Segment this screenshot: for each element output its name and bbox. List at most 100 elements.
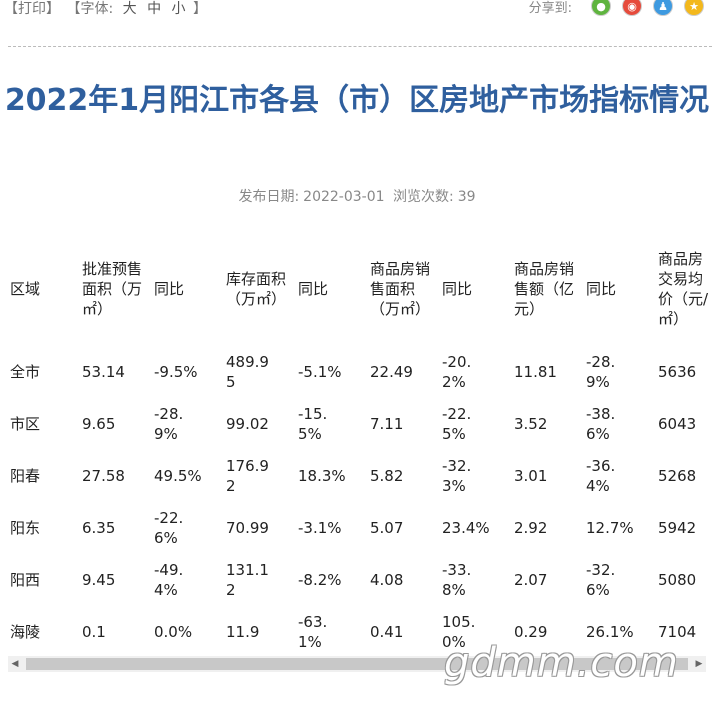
- table-cell: 4.08: [370, 571, 404, 589]
- table-row: 全市 53.14 -9.5% 489.95 -5.1% 22.49 -20.2% 11.81 -…: [0, 346, 714, 398]
- font-size-close: 】: [192, 1, 207, 17]
- table-cell: 99.02: [226, 415, 269, 433]
- table-cell: -32.6%: [586, 561, 616, 599]
- article-title: 2022年1月阳江市各县（市）区房地产市场指标情况: [4, 83, 710, 118]
- table-cell: 6043: [658, 415, 697, 433]
- table-cell: 18.3%: [298, 467, 346, 485]
- table-header-cell: 区域: [10, 280, 41, 298]
- data-table: 区域 批准预售面积（万㎡） 同比 库存面积（万㎡） 同比 商品房销售面积（万㎡） 同比 商品房…: [0, 232, 714, 658]
- table-header-cell: 同比: [298, 280, 329, 298]
- horizontal-scrollbar[interactable]: ◀ ▶: [8, 656, 706, 672]
- table-cell: -28.9%: [154, 405, 184, 443]
- table-header-cell: 同比: [154, 280, 185, 298]
- table-cell: 5.82: [370, 467, 404, 485]
- table-row: 阳东 6.35 -22.6% 70.99 -3.1% 5.07 23.4% 2.92 12.7%…: [0, 502, 714, 554]
- table-cell: 7104: [658, 623, 697, 641]
- table-header-cell: 批准预售面积（万㎡）: [82, 260, 143, 318]
- table-cell: 70.99: [226, 519, 269, 537]
- table-cell: 11.9: [226, 623, 260, 641]
- table-cell: 0.29: [514, 623, 548, 641]
- view-count: 39: [457, 189, 476, 205]
- qzone-icon[interactable]: ★: [684, 0, 704, 16]
- table-row: 海陵 0.1 0.0% 11.9 -63.1% 0.41 105.0% 0.29 26.1% 71…: [0, 606, 714, 658]
- publish-date: 2022-03-01: [303, 189, 385, 205]
- table-cell: 105.0%: [442, 613, 476, 651]
- table-header-cell: 同比: [586, 280, 617, 298]
- table-cell: 6.35: [82, 519, 116, 537]
- table-cell: 9.45: [82, 571, 116, 589]
- table-cell: -20.2%: [442, 353, 472, 391]
- table-cell: 7.11: [370, 415, 404, 433]
- table-cell: 5080: [658, 571, 697, 589]
- table-cell: 3.52: [514, 415, 548, 433]
- region-cell: 阳西: [10, 571, 41, 589]
- share-label: 分享到:: [528, 0, 572, 16]
- top-toolbar: 【打印】 【字体: 大 中 小 】 分享到: ● ◉ ♟ ★: [0, 0, 714, 22]
- qq-icon[interactable]: ♟: [653, 0, 673, 16]
- table-cell: 5.07: [370, 519, 404, 537]
- scroll-right-arrow-icon[interactable]: ▶: [695, 659, 703, 669]
- region-cell: 阳春: [10, 467, 41, 485]
- table-cell: 11.81: [514, 363, 557, 381]
- table-cell: 176.92: [226, 457, 269, 495]
- watermark-logo: gdmm.com: [444, 640, 679, 686]
- table-header-cell: 商品房销售额（亿元）: [514, 260, 575, 318]
- table-cell: 53.14: [82, 363, 125, 381]
- print-link[interactable]: 【打印】: [4, 1, 60, 17]
- table-cell: -3.1%: [298, 519, 342, 537]
- table-cell: 49.5%: [154, 467, 202, 485]
- table-cell: 26.1%: [586, 623, 634, 641]
- table-cell: 5268: [658, 467, 697, 485]
- table-row: 阳春 27.58 49.5% 176.92 18.3% 5.82 -32.3% 3.01 -36…: [0, 450, 714, 502]
- table-cell: -63.1%: [298, 613, 328, 651]
- table-cell: 12.7%: [586, 519, 634, 537]
- table-cell: 2.92: [514, 519, 548, 537]
- scrollbar-thumb[interactable]: [26, 658, 688, 670]
- share-bar: 分享到: ● ◉ ♟ ★: [529, 0, 704, 16]
- scroll-left-arrow-icon[interactable]: ◀: [11, 659, 19, 669]
- publish-date-label: 发布日期:: [238, 189, 300, 205]
- article-tools: 【打印】 【字体: 大 中 小 】: [4, 0, 209, 18]
- table-cell: -22.6%: [154, 509, 184, 547]
- table-header-cell: 库存面积（万㎡）: [226, 270, 287, 308]
- table-cell: 0.1: [82, 623, 106, 641]
- table-cell: 3.01: [514, 467, 548, 485]
- table-cell: 489.95: [226, 353, 269, 391]
- table-cell: -33.8%: [442, 561, 472, 599]
- font-size-label: 【字体:: [66, 1, 114, 17]
- table-cell: 5636: [658, 363, 697, 381]
- region-cell: 海陵: [10, 623, 41, 641]
- table-header-cell: 同比: [442, 280, 473, 298]
- region-cell: 阳东: [10, 519, 41, 537]
- article-meta: 发布日期: 2022-03-01 浏览次数: 39: [0, 186, 714, 206]
- table-cell: 23.4%: [442, 519, 490, 537]
- font-size-large-link[interactable]: 大: [122, 1, 137, 17]
- table-cell: 9.65: [82, 415, 116, 433]
- table-cell: 0.41: [370, 623, 404, 641]
- table-cell: -38.6%: [586, 405, 616, 443]
- table-cell: -15.5%: [298, 405, 328, 443]
- table-cell: -5.1%: [298, 363, 342, 381]
- table-header-cell: 商品房销售面积（万㎡）: [370, 260, 431, 318]
- wechat-icon[interactable]: ●: [591, 0, 611, 16]
- weibo-icon[interactable]: ◉: [622, 0, 642, 16]
- table-header-row: 区域 批准预售面积（万㎡） 同比 库存面积（万㎡） 同比 商品房销售面积（万㎡） 同比 商品房…: [0, 232, 714, 346]
- table-cell: 0.0%: [154, 623, 193, 641]
- table-cell: 2.07: [514, 571, 548, 589]
- table-row: 市区 9.65 -28.9% 99.02 -15.5% 7.11 -22.5% 3.52 -38…: [0, 398, 714, 450]
- view-count-label: 浏览次数:: [393, 189, 454, 205]
- table-cell: -22.5%: [442, 405, 472, 443]
- region-cell: 全市: [10, 363, 41, 381]
- table-cell: 5942: [658, 519, 697, 537]
- font-size-small-link[interactable]: 小: [171, 1, 186, 17]
- table-cell: -32.3%: [442, 457, 472, 495]
- font-size-medium-link[interactable]: 中: [147, 1, 162, 17]
- table-cell: -9.5%: [154, 363, 198, 381]
- table-cell: -28.9%: [586, 353, 616, 391]
- table-cell: 131.12: [226, 561, 269, 599]
- table-row: 阳西 9.45 -49.4% 131.12 -8.2% 4.08 -33.8% 2.07 -32…: [0, 554, 714, 606]
- table-header-cell: 商品房交易均价（元/㎡）: [658, 250, 709, 328]
- table-cell: -36.4%: [586, 457, 616, 495]
- table-cell: 22.49: [370, 363, 413, 381]
- dashed-divider: [8, 46, 712, 47]
